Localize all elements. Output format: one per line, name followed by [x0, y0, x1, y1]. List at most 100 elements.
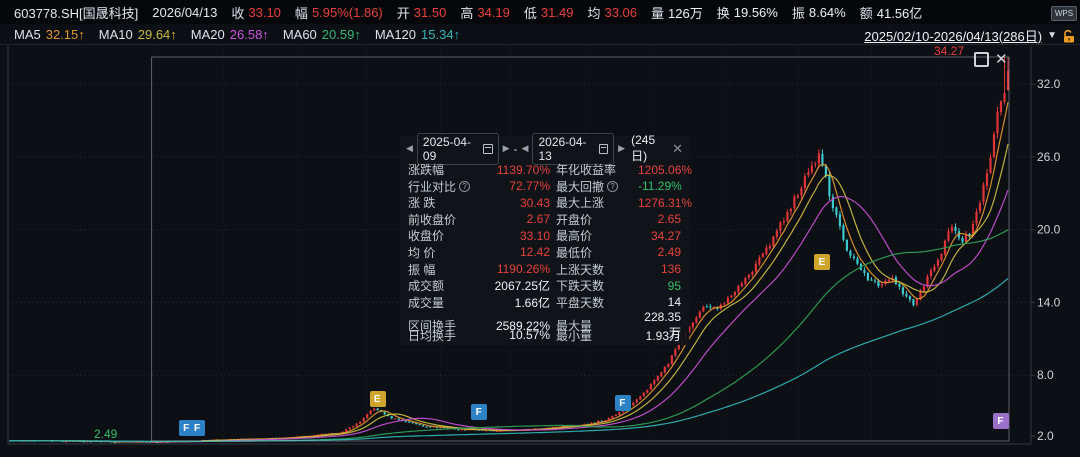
- chevron-down-icon[interactable]: ▼: [1047, 29, 1057, 41]
- stats-row: 涨 跌 30.43 最大上涨 1276.31%: [402, 194, 692, 211]
- end-date-next-icon[interactable]: ▶: [618, 143, 626, 153]
- stats-row: 成交量 1.66亿 平盘天数 14: [402, 294, 687, 311]
- ma-items: MA5 32.15↑ MA10 29.64↑ MA20 26.58↑ MA60 20.59↑ M…: [14, 27, 460, 42]
- event-badge-E[interactable]: E: [814, 254, 831, 270]
- stats-label: 最大回撤?: [550, 178, 638, 195]
- stats-value: 1205.06%: [638, 162, 693, 177]
- end-date-prev-icon[interactable]: ◀: [521, 143, 529, 153]
- quote-field: 收 33.10: [231, 3, 281, 22]
- date-range-label[interactable]: 2025/02/10-2026/04/13(286日): [864, 28, 1043, 44]
- stats-value: 228.35万: [644, 310, 681, 341]
- ma-value: 20.59↑: [321, 26, 361, 42]
- stats-value: -11.29%: [638, 179, 682, 194]
- quote-field: 低 31.49: [524, 3, 574, 22]
- event-badge-F[interactable]: F: [471, 404, 488, 420]
- stats-value: 95: [667, 278, 681, 293]
- start-date-next-icon[interactable]: ▶: [502, 143, 510, 153]
- calendar-icon: [598, 143, 609, 154]
- unlock-icon[interactable]: [1062, 28, 1076, 43]
- stats-value: 136: [660, 262, 681, 277]
- stats-value: 1.93万: [645, 328, 681, 343]
- end-date-value: 2026-04-13: [538, 134, 587, 163]
- event-badge-E[interactable]: E: [369, 391, 386, 407]
- snapshot-icon[interactable]: [974, 52, 989, 67]
- event-badge-F[interactable]: F: [614, 395, 631, 411]
- stats-label: 行业对比?: [408, 178, 494, 195]
- quote-field: 均 33.06: [587, 3, 637, 22]
- quote-field-value: 126万: [668, 5, 703, 21]
- y-axis-tick-label: 26.0: [1037, 150, 1061, 164]
- quote-field-label: 收: [231, 5, 245, 21]
- date-range-selector[interactable]: 2025/02/10-2026/04/13(286日) ▼: [864, 26, 1076, 44]
- ma-legend-item: MA10 29.64↑: [99, 27, 177, 42]
- close-selection-icon[interactable]: ✕: [995, 51, 1008, 68]
- start-date-value: 2025-04-09: [422, 134, 471, 163]
- help-icon[interactable]: ?: [607, 180, 619, 192]
- period-high-label: 34.27: [934, 44, 965, 58]
- interval-stats-rows: 涨跌幅 1139.70% 年化收益率 1205.06% 行业对比? 72.77% 最大回撤?…: [400, 161, 693, 344]
- ma-legend-item: MA5 32.15↑: [14, 27, 85, 42]
- wps-widget-icon[interactable]: WPS: [1051, 6, 1077, 21]
- help-icon[interactable]: ?: [459, 180, 471, 192]
- stats-label: 最高价: [556, 229, 593, 244]
- ma-value: 29.64↑: [137, 26, 177, 42]
- stats-label: 成交额: [408, 279, 445, 294]
- ma-name: MA10: [98, 26, 133, 42]
- stats-label: 涨 跌: [408, 196, 436, 211]
- quote-field-label: 幅: [294, 5, 308, 21]
- panel-close-icon[interactable]: ✕: [672, 140, 683, 156]
- y-axis-tick-label: 14.0: [1037, 295, 1061, 309]
- start-date-picker[interactable]: 2025-04-09: [416, 132, 499, 165]
- stats-value: 1139.70%: [496, 162, 550, 177]
- stats-value: 2.67: [526, 212, 550, 227]
- quote-field: 换 19.56%: [717, 3, 778, 22]
- stats-row: 行业对比? 72.77% 最大回撤? -11.29%: [402, 178, 687, 195]
- stats-value: 1276.31%: [638, 195, 693, 210]
- stats-value: 33.10: [519, 228, 550, 243]
- start-date-prev-icon[interactable]: ◀: [406, 143, 413, 153]
- quote-field: 量 126万: [651, 3, 703, 22]
- stats-value: 14: [667, 295, 681, 310]
- stats-value: 1.66亿: [514, 295, 550, 310]
- stats-value: 2589.22%: [495, 318, 550, 333]
- stats-row: 成交额 2067.25亿 下跌天数 95: [402, 277, 687, 294]
- stats-value: 30.43: [519, 195, 550, 210]
- stats-label: 上涨天数: [556, 262, 605, 277]
- stats-label: 涨跌幅: [408, 163, 445, 177]
- stats-value: 72.77%: [509, 179, 550, 194]
- date-separator: -: [513, 141, 518, 156]
- stats-value: 2067.25亿: [494, 279, 550, 294]
- ma-name: MA120: [374, 26, 417, 42]
- ma-value: 32.15↑: [45, 26, 85, 42]
- calendar-icon: [483, 143, 493, 154]
- ma-name: MA5: [14, 26, 41, 42]
- stats-label: 最低价: [556, 245, 593, 260]
- event-badge-FF[interactable]: F F: [179, 420, 206, 436]
- stats-value: 34.27: [650, 228, 681, 243]
- quote-field: 振 8.64%: [792, 3, 846, 22]
- stats-value: 2.49: [657, 245, 681, 260]
- stats-label: 收盘价: [408, 229, 445, 244]
- event-badge-F[interactable]: F: [992, 413, 1009, 429]
- end-date-picker[interactable]: 2026-04-13: [532, 132, 615, 165]
- stats-row: 均 价 12.42 最低价 2.49: [402, 244, 687, 261]
- stats-label: 开盘价: [556, 212, 593, 227]
- stats-label: 前收盘价: [408, 212, 457, 227]
- interval-stats-header: ◀ 2025-04-09 ▶ - ◀ 2026-04-13 ▶ (245日) ✕: [400, 132, 689, 165]
- quote-field-label: 开: [396, 5, 410, 21]
- ma-legend-bar: MA5 32.15↑ MA10 29.64↑ MA20 26.58↑ MA60 20.59↑ M…: [0, 24, 1080, 45]
- stats-label: 区间换手: [408, 319, 457, 334]
- stats-label: 最大量: [556, 319, 593, 334]
- quote-field-value: 31.49: [540, 4, 574, 20]
- quote-field-label: 换: [716, 5, 730, 21]
- quote-bar: 603778.SH[国晟科技] 2026/04/13 收 33.10 幅 5.95%(…: [0, 0, 1080, 24]
- interval-stats-panel: ◀ 2025-04-09 ▶ - ◀ 2026-04-13 ▶ (245日) ✕…: [400, 132, 693, 345]
- quote-field: 开 31.50: [397, 3, 447, 22]
- ma-value: 15.34↑: [421, 26, 461, 42]
- quote-field-label: 均: [587, 5, 601, 21]
- ma-name: MA60: [282, 26, 317, 42]
- stats-value: 10.57%: [509, 328, 550, 343]
- stats-row: 日均换手 10.57% 最小量 1.93万: [402, 327, 687, 344]
- stats-label: 最小量: [556, 328, 593, 343]
